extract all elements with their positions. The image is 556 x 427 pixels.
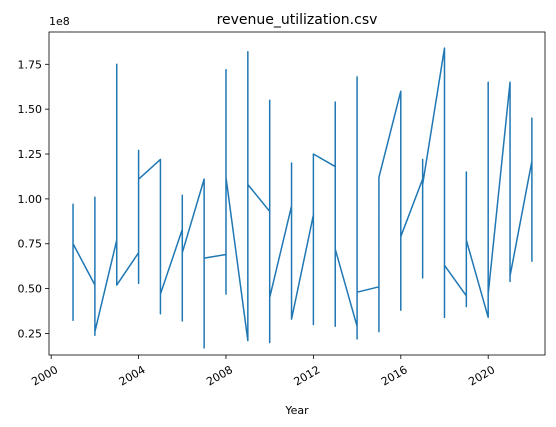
plot-area <box>72 47 533 349</box>
y-tick-label: 0.50 <box>18 283 43 296</box>
x-axis-label: Year <box>284 404 309 417</box>
y-tick-label: 1.75 <box>18 58 43 71</box>
series-line-0 <box>72 47 533 349</box>
chart-title: revenue_utilization.csv <box>217 12 378 28</box>
y-axis: 0.25 0.50 0.75 1.00 1.25 1.50 1.75 <box>18 58 49 340</box>
y-tick-label: 0.75 <box>18 238 43 251</box>
y-tick-label: 1.25 <box>18 148 43 161</box>
axes-frame <box>48 31 546 356</box>
y-tick-label: 1.00 <box>18 193 43 206</box>
y-offset-label: 1e8 <box>49 15 70 28</box>
y-tick-label: 1.50 <box>18 103 43 116</box>
y-tick-label: 0.25 <box>18 327 43 340</box>
